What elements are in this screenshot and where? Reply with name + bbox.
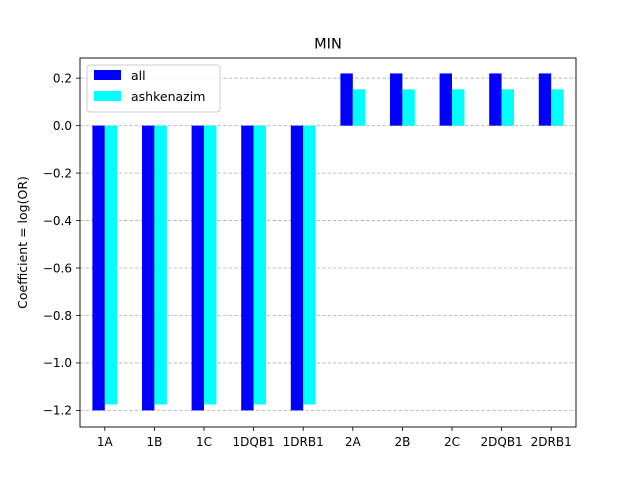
y-tick-label: −0.6 [43,261,72,275]
y-tick-label: 0.0 [53,119,72,133]
legend-swatch-ashkenazim [94,91,121,101]
legend: all ashkenazim [86,64,221,113]
bar-all-1DQB1 [241,125,254,411]
bar-all-2B [390,73,403,126]
x-tick-label: 2C [444,435,460,449]
x-tick-label: 1A [97,435,114,449]
x-tick-label: 1DQB1 [233,435,275,449]
bar-ashkenazim-2DQB1 [501,89,514,126]
x-tick-label: 2DQB1 [481,435,523,449]
plot-frame [79,57,577,428]
y-tick-label: 0.2 [53,71,72,85]
bar-ashkenazim-2C [452,89,465,126]
legend-swatch-all [94,70,121,80]
legend-label-all: all [131,68,146,83]
bar-ashkenazim-2DRB1 [551,89,564,126]
axes: 0.2 0.0 −0.2 −0.4 −0.6 −0.8 −1.0 −1.2 1A 1B 1C 1DQB… [43,57,577,449]
y-axis-label: Coefficient = log(OR) [15,176,30,309]
y-tick-label: −1.2 [43,404,72,418]
x-tick-label: 2DRB1 [531,435,572,449]
x-tick-label: 1C [196,435,212,449]
legend-label-ashkenazim: ashkenazim [131,89,205,104]
x-tick-label: 2B [394,435,410,449]
bar-ashkenazim-1B [154,125,167,405]
bars [92,73,564,411]
bar-ashkenazim-1C [204,125,217,405]
x-tick-label: 1B [146,435,162,449]
bar-all-2DRB1 [538,73,552,126]
bar-ashkenazim-2A [352,89,366,126]
x-tick-label: 1DRB1 [283,435,324,449]
x-tick-label: 2A [345,435,362,449]
y-tick-label: −0.2 [43,166,72,180]
bar-ashkenazim-1DQB1 [253,125,266,405]
bar-ashkenazim-2B [402,89,415,126]
bar-all-2DQB1 [489,73,502,126]
bar-all-1DRB1 [290,125,304,411]
bar-all-2A [340,73,353,126]
bar-all-1B [142,125,155,411]
y-tick-label: −0.8 [43,309,72,323]
bar-ashkenazim-1DRB1 [303,125,316,405]
bar-ashkenazim-1A [104,125,118,405]
y-tick-label: −1.0 [43,356,72,370]
bar-all-1A [92,125,105,411]
y-tick-label: −0.4 [43,214,72,228]
bar-all-2C [439,73,452,126]
bar-all-1C [191,125,204,411]
chart-title: MIN [314,37,342,53]
